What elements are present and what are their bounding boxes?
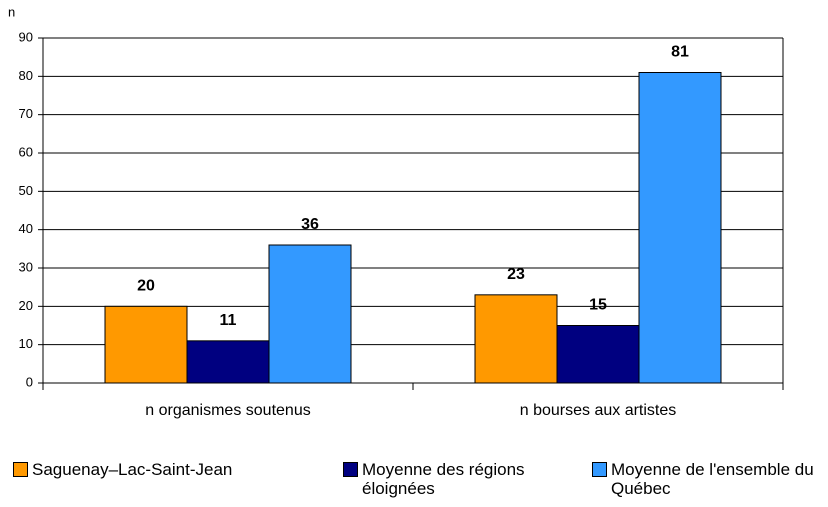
legend-item: Moyenne des régions éloignées bbox=[343, 460, 527, 498]
x-tick-label: n bourses aux artistes bbox=[520, 402, 677, 419]
legend-item: Saguenay–Lac-Saint-Jean bbox=[13, 460, 322, 479]
bar bbox=[186, 340, 270, 384]
y-tick-label: 20 bbox=[19, 298, 33, 313]
legend-label: Saguenay–Lac-Saint-Jean bbox=[32, 460, 233, 479]
value-label: 23 bbox=[507, 266, 525, 283]
bar bbox=[556, 325, 640, 384]
y-tick-label: 90 bbox=[19, 29, 33, 44]
y-tick-label: 10 bbox=[19, 336, 33, 351]
y-tick-label: 60 bbox=[19, 144, 33, 159]
y-tick-label: 40 bbox=[19, 221, 33, 236]
bar bbox=[104, 305, 188, 384]
bar bbox=[638, 72, 722, 384]
legend-swatch bbox=[592, 462, 607, 477]
y-tick-label: 70 bbox=[19, 106, 33, 121]
value-label: 36 bbox=[301, 216, 319, 233]
legend-label: Moyenne de l'ensemble du Québec bbox=[611, 460, 814, 498]
legend-swatch bbox=[13, 462, 28, 477]
value-label: 81 bbox=[671, 44, 689, 61]
y-tick-label: 0 bbox=[26, 374, 33, 389]
bar bbox=[268, 244, 352, 384]
legend-item: Moyenne de l'ensemble du Québec bbox=[592, 460, 828, 498]
legend-swatch bbox=[343, 462, 358, 477]
legend-label: Moyenne des régions éloignées bbox=[362, 460, 525, 498]
x-tick-label: n organismes soutenus bbox=[145, 402, 310, 419]
value-label: 11 bbox=[220, 312, 237, 329]
bar bbox=[474, 294, 558, 384]
value-label: 15 bbox=[589, 297, 607, 314]
y-tick-label: 30 bbox=[19, 259, 33, 274]
y-tick-label: 80 bbox=[19, 68, 33, 83]
y-tick-label: 50 bbox=[19, 183, 33, 198]
y-axis-label: n bbox=[8, 4, 15, 19]
value-label: 20 bbox=[137, 278, 155, 295]
